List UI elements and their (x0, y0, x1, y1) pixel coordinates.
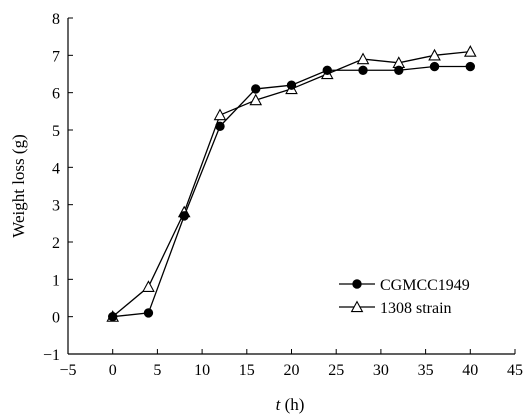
x-tick-label: 30 (373, 362, 389, 379)
y-tick-label: 7 (52, 48, 60, 65)
data-point (251, 84, 261, 94)
legend-entry: CGMCC1949 (339, 277, 470, 294)
y-axis-title: Weight loss (g) (9, 134, 28, 237)
x-tick-label: 15 (239, 362, 255, 379)
data-point (358, 65, 368, 75)
x-tick-label: 25 (328, 362, 344, 379)
data-point (356, 52, 370, 65)
data-point (249, 93, 263, 106)
data-point (428, 48, 441, 61)
data-point (215, 121, 225, 131)
data-point (108, 311, 118, 322)
y-tick-label: 6 (52, 86, 60, 103)
data-point (142, 280, 155, 292)
plot-area (106, 45, 477, 322)
series-0 (108, 61, 475, 322)
data-point (463, 45, 477, 57)
x-tick-label: 40 (462, 362, 478, 379)
legend-label: 1308 strain (380, 300, 452, 317)
data-point (322, 65, 332, 75)
y-tick-label: 8 (52, 11, 60, 28)
x-tick-label: 0 (109, 362, 117, 379)
legend: CGMCC1949 1308 strain (339, 277, 470, 317)
legend-marker (350, 300, 364, 313)
y-tick-label: −1 (43, 347, 60, 364)
y-tick-label: 4 (52, 160, 60, 177)
data-point (429, 61, 440, 72)
x-tick-label: 45 (507, 362, 523, 379)
x-tick-label: 20 (284, 362, 300, 379)
y-tick-label: 2 (52, 235, 60, 252)
y-tick-label: 0 (52, 310, 60, 327)
x-axis-title-variable: t (276, 395, 282, 414)
data-point (286, 80, 297, 90)
y-tick-label: 5 (52, 123, 60, 140)
x-tick-label: 35 (418, 362, 434, 379)
x-tick-label: 10 (194, 362, 210, 379)
legend-marker (352, 279, 362, 289)
y-tick-label: 3 (52, 198, 60, 215)
legend-entry: 1308 strain (339, 300, 452, 317)
y-tick-label: 1 (52, 272, 60, 289)
x-tick-label: −5 (59, 362, 76, 379)
data-point (179, 211, 189, 221)
data-point (143, 308, 154, 318)
x-axis-title-unit: (h) (280, 395, 304, 414)
data-point (394, 65, 404, 75)
x-axis-title: t (h) (276, 395, 305, 414)
data-point (465, 61, 475, 72)
data-point (213, 108, 227, 121)
x-tick-label: 5 (153, 362, 161, 379)
legend-label: CGMCC1949 (380, 277, 470, 294)
